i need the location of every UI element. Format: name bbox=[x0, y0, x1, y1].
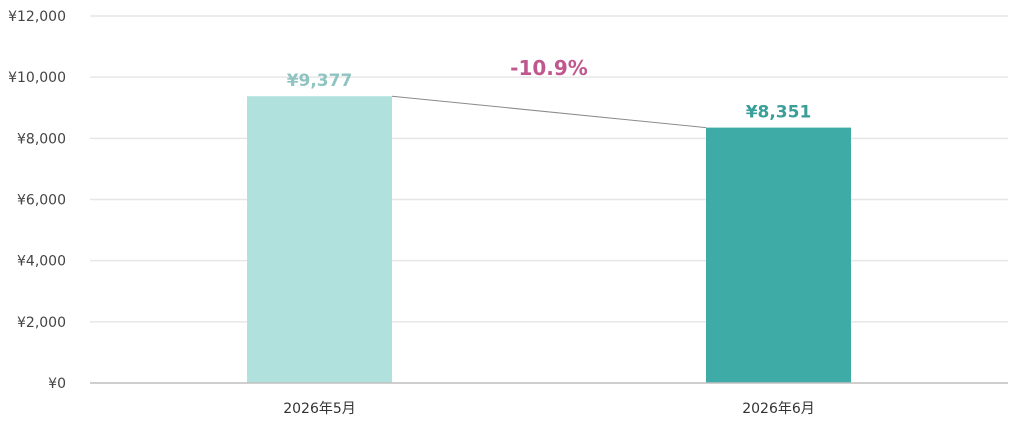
x-axis: 2026年5月 2026年6月 bbox=[90, 382, 1008, 417]
annotations: -10.9% bbox=[510, 56, 588, 80]
x-tick-label: 2026年5月 bbox=[283, 401, 356, 417]
change-connector-layer bbox=[391, 95, 707, 129]
y-tick-label: ¥0 bbox=[48, 376, 66, 392]
change-percent-label: -10.9% bbox=[510, 56, 588, 80]
y-tick-label: ¥8,000 bbox=[17, 131, 66, 147]
bar-value-label: ¥8,351 bbox=[746, 103, 812, 123]
bar bbox=[706, 127, 851, 383]
change-connector-line bbox=[391, 95, 707, 129]
bar bbox=[247, 96, 392, 383]
x-tick-label: 2026年6月 bbox=[742, 401, 815, 417]
y-tick-label: ¥10,000 bbox=[8, 70, 66, 86]
bars: ¥9,377 ¥8,351 bbox=[247, 71, 851, 383]
y-axis: ¥0 ¥2,000 ¥4,000 ¥6,000 ¥8,000 ¥10,000 ¥12,000 bbox=[8, 9, 66, 392]
bar-value-label: ¥9,377 bbox=[287, 71, 353, 91]
y-tick-label: ¥4,000 bbox=[17, 254, 66, 270]
y-tick-label: ¥12,000 bbox=[8, 9, 66, 25]
y-tick-label: ¥2,000 bbox=[17, 315, 66, 331]
gridlines bbox=[90, 15, 1008, 323]
y-tick-label: ¥6,000 bbox=[17, 193, 66, 209]
